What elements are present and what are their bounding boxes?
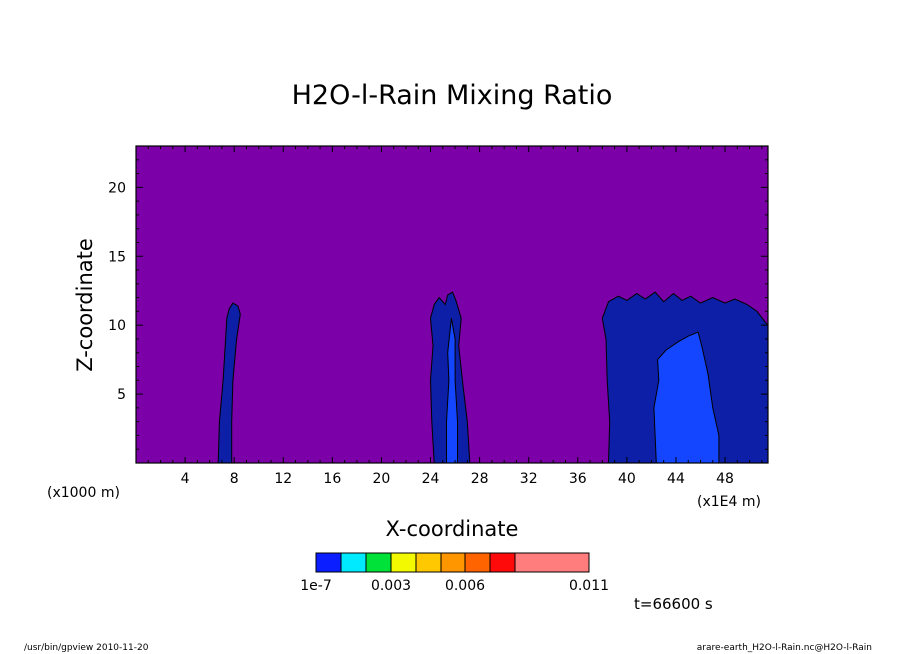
x-unit-right-label: (x1E4 m) (697, 494, 761, 510)
colorbar-label: 0.006 (445, 578, 485, 594)
x-tick-label: 20 (373, 471, 391, 487)
plot-frame (135, 145, 769, 464)
colorbar-swatch (514, 552, 590, 573)
footer-left: /usr/bin/gpview 2010-11-20 (24, 643, 149, 653)
colorbar-swatch (315, 552, 342, 573)
y-tick-label: 10 (108, 318, 126, 334)
x-tick-label: 8 (230, 471, 239, 487)
chart-title: H2O-l-Rain Mixing Ratio (292, 80, 613, 111)
x-tick-label: 12 (274, 471, 292, 487)
colorbar-swatch (390, 552, 417, 573)
colorbar-label: 0.003 (371, 578, 411, 594)
x-tick-label: 28 (471, 471, 489, 487)
colorbar-swatch (365, 552, 392, 573)
colorbar-swatch (489, 552, 516, 573)
contour-features (217, 291, 768, 463)
colorbar-swatch (440, 552, 466, 573)
colorbar-swatch (340, 552, 367, 573)
x-tick-label: 44 (667, 471, 685, 487)
colorbar-label: 0.011 (569, 578, 609, 594)
x-tick-label: 40 (618, 471, 636, 487)
contour-cell-near-44-core (653, 331, 720, 463)
x-tick-label: 36 (569, 471, 587, 487)
y-axis-title: Z-coordinate (73, 238, 97, 372)
x-axis: 4 8 12 16 20 24 28 32 36 40 44 48 (147, 146, 763, 487)
colorbar-swatch (415, 552, 442, 573)
contour-cell-near-8 (217, 302, 241, 463)
x-axis-title: X-coordinate (386, 517, 519, 541)
x-tick-label: 24 (422, 471, 440, 487)
x-tick-label: 4 (181, 471, 190, 487)
y-tick-label: 20 (108, 180, 126, 196)
colorbar-swatch (464, 552, 491, 573)
y-tick-label: 15 (108, 249, 126, 265)
colorbar (315, 552, 590, 573)
x-unit-left-label: (x1000 m) (47, 485, 120, 501)
time-annotation: t=66600 s (634, 595, 713, 613)
contour-cell-near-25-core (446, 318, 458, 463)
colorbar-labels: 1e-7 0.003 0.006 0.011 (300, 578, 609, 594)
x-tick-label: 48 (716, 471, 734, 487)
colorbar-label: 1e-7 (300, 578, 331, 594)
x-tick-label: 32 (520, 471, 538, 487)
x-tick-label: 16 (323, 471, 341, 487)
y-axis: 5 10 15 20 (108, 159, 768, 450)
y-tick-label: 5 (117, 387, 126, 403)
footer-right: arare-earth_H2O-l-Rain.nc@H2O-l-Rain (697, 643, 872, 653)
